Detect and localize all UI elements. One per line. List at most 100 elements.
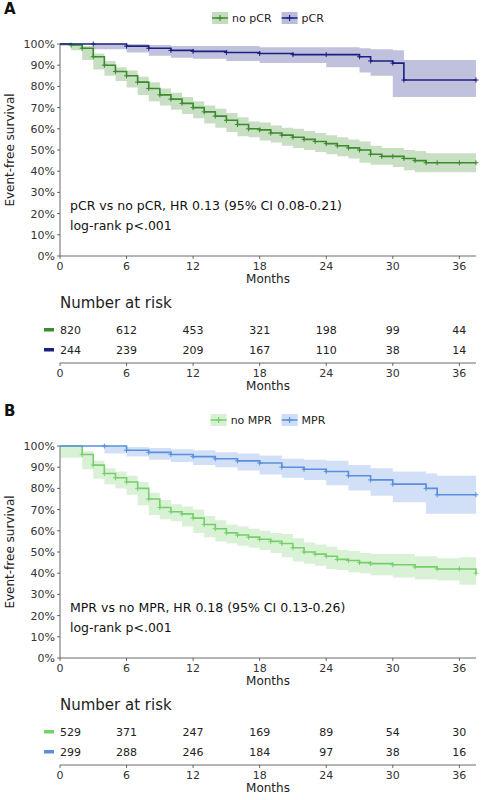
legend-label: no pCR	[232, 12, 272, 25]
censor-mark	[91, 54, 96, 59]
risk-count: 529	[60, 726, 81, 739]
censor-mark	[124, 44, 129, 49]
censor-mark	[474, 160, 479, 165]
censor-mark	[302, 467, 307, 472]
censor-mark	[191, 49, 196, 54]
risk-tick-label: 30	[386, 367, 400, 380]
y-tick	[57, 467, 60, 468]
risk-row-key	[44, 750, 54, 754]
risk-count: 239	[116, 344, 137, 357]
x-tick	[259, 658, 260, 661]
risk-count: 371	[116, 726, 137, 739]
x-tick	[459, 256, 460, 259]
y-tick	[57, 552, 60, 553]
censor-mark	[335, 143, 340, 148]
censor-mark	[357, 148, 362, 153]
x-tick	[60, 256, 61, 259]
censor-mark	[474, 571, 479, 576]
y-tick-label: 50%	[31, 546, 55, 559]
y-tick-label: 70%	[31, 504, 55, 517]
risk-count: 198	[316, 324, 337, 337]
risk-tick-label: 24	[319, 769, 333, 782]
y-tick	[57, 530, 60, 531]
risk-count: 16	[452, 746, 466, 759]
censor-mark	[268, 539, 273, 544]
risk-tick-label: 12	[186, 769, 200, 782]
risk-tick-label: 0	[57, 367, 64, 380]
risk-tick-label: 12	[186, 367, 200, 380]
legend-item: pCR	[282, 12, 325, 25]
censor-mark	[113, 475, 118, 480]
censor-mark	[180, 101, 185, 106]
censor-mark	[91, 42, 96, 47]
censor-mark	[246, 535, 251, 540]
risk-tick-label: 6	[123, 367, 130, 380]
risk-axis-title: Months	[246, 379, 290, 393]
x-tick-label: 36	[452, 662, 466, 675]
censor-mark	[80, 46, 85, 51]
censor-mark	[157, 505, 162, 510]
y-tick	[57, 446, 60, 447]
censor-mark	[279, 133, 284, 138]
risk-count: 44	[452, 324, 466, 337]
censor-mark	[202, 109, 207, 114]
x-tick	[126, 658, 127, 661]
risk-row-key	[44, 348, 54, 352]
censor-mark	[146, 86, 151, 91]
censor-mark	[390, 562, 395, 567]
y-tick-label: 10%	[31, 229, 55, 242]
risk-count: 247	[183, 726, 204, 739]
x-tick-label: 12	[186, 260, 200, 273]
risk-tick-label: 36	[452, 367, 466, 380]
x-tick-label: 0	[57, 662, 64, 675]
x-tick-label: 30	[386, 662, 400, 675]
y-tick-label: 100%	[24, 38, 55, 51]
risk-tick	[259, 765, 260, 768]
censor-mark	[157, 92, 162, 97]
x-tick	[392, 658, 393, 661]
censor-mark	[390, 154, 395, 159]
annotation: log-rank p<.001	[70, 218, 172, 233]
risk-table-title: Number at risk	[60, 696, 172, 714]
risk-axis-line	[60, 765, 476, 766]
y-tick	[57, 213, 60, 214]
censor-mark	[302, 137, 307, 142]
legend-label: no MPR	[231, 414, 272, 427]
censor-mark	[124, 73, 129, 78]
survival-line	[60, 446, 476, 573]
censor-mark	[102, 63, 107, 68]
y-tick	[57, 615, 60, 616]
risk-count: 89	[319, 726, 333, 739]
risk-count: 14	[452, 344, 466, 357]
censor-mark	[302, 550, 307, 555]
confidence-band	[60, 44, 476, 97]
risk-tick	[392, 363, 393, 366]
censor-mark	[224, 50, 229, 55]
censor-mark	[168, 97, 173, 102]
risk-count: 321	[249, 324, 270, 337]
survival-line	[60, 446, 476, 495]
y-tick	[57, 65, 60, 66]
censor-mark	[168, 509, 173, 514]
censor-mark	[224, 118, 229, 123]
x-tick	[60, 658, 61, 661]
censor-mark	[124, 448, 129, 453]
risk-tick	[459, 765, 460, 768]
risk-count: 453	[183, 324, 204, 337]
censor-mark	[435, 160, 440, 165]
censor-mark	[346, 473, 351, 478]
censor-mark	[213, 526, 218, 531]
censor-mark	[379, 154, 384, 159]
confidence-band	[60, 44, 476, 172]
risk-count: 99	[386, 324, 400, 337]
risk-count: 97	[319, 746, 333, 759]
risk-tick	[193, 765, 194, 768]
y-tick	[57, 636, 60, 637]
censor-mark	[246, 126, 251, 131]
y-tick	[57, 256, 60, 257]
risk-axis-line	[60, 363, 476, 364]
censor-mark	[368, 58, 373, 63]
x-tick	[259, 256, 260, 259]
x-tick	[326, 256, 327, 259]
y-tick-label: 40%	[31, 165, 55, 178]
